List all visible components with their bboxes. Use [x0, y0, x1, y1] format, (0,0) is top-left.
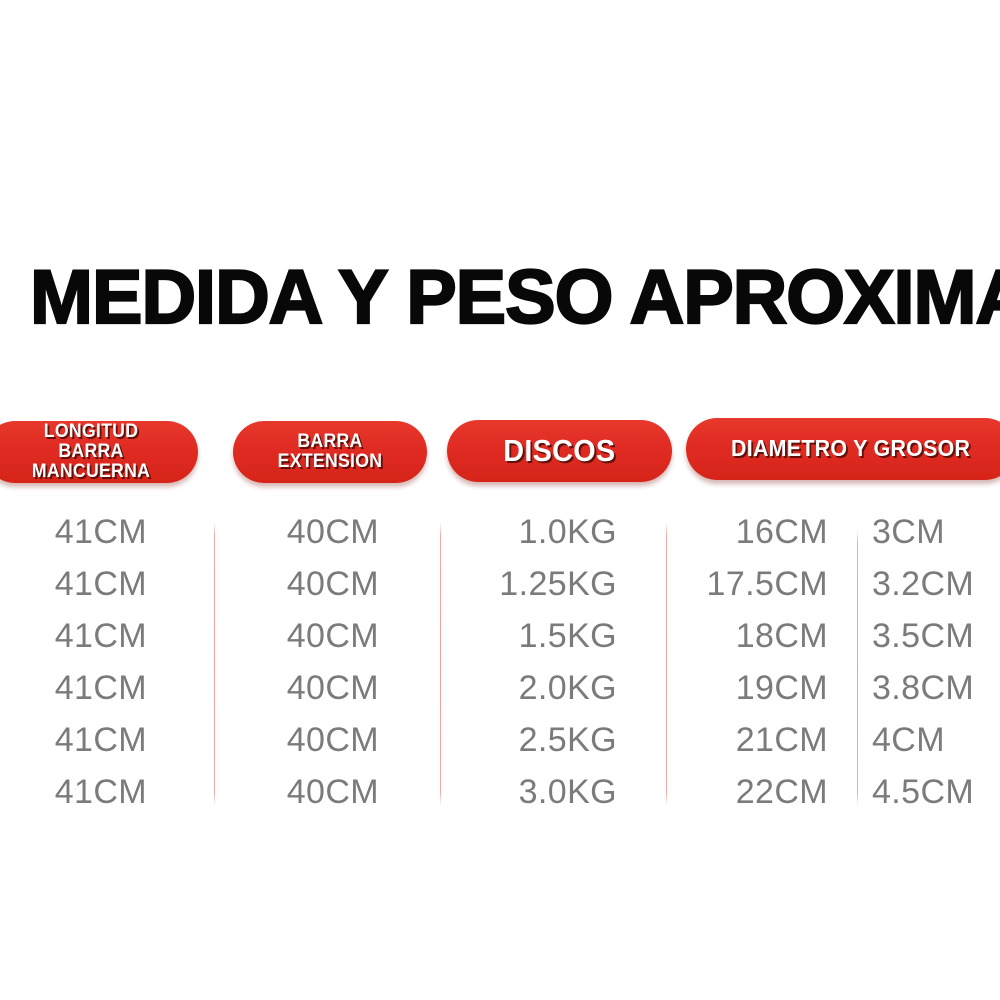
- table-cell: 41CM: [54, 565, 147, 603]
- table-cell: 41CM: [54, 617, 147, 655]
- table-cell: 41CM: [54, 513, 147, 551]
- table-cell: 3.5CM: [872, 617, 975, 655]
- table-cell: 40CM: [286, 773, 379, 811]
- table-cell: 1.25KG: [499, 565, 617, 603]
- table-cell: 40CM: [286, 669, 379, 707]
- table-cell: 1.0KG: [518, 513, 617, 551]
- column-divider: [440, 522, 442, 806]
- table-cell: 4CM: [872, 721, 945, 759]
- column-header-barra-extension: BARRA EXTENSION: [233, 421, 427, 483]
- column-header-discos-label: DISCOS: [503, 432, 616, 468]
- column-header-discos: DISCOS: [447, 420, 672, 482]
- column-grosor-values: 3CM 3.2CM 3.5CM 3.8CM 4CM 4.5CM: [872, 506, 1000, 818]
- table-cell: 19CM: [735, 669, 828, 707]
- table-cell: 2.5KG: [518, 721, 617, 759]
- table-cell: 41CM: [54, 773, 147, 811]
- table-cell: 40CM: [286, 565, 379, 603]
- column-diametro-values: 16CM 17.5CM 18CM 19CM 21CM 22CM: [660, 506, 828, 818]
- column-longitud-values: 41CM 41CM 41CM 41CM 41CM 41CM: [0, 506, 147, 818]
- table-cell: 40CM: [286, 721, 379, 759]
- table-cell: 3CM: [872, 513, 945, 551]
- table-cell: 2.0KG: [518, 669, 617, 707]
- table-cell: 41CM: [54, 721, 147, 759]
- table-cell: 3.0KG: [518, 773, 617, 811]
- table-cell: 40CM: [286, 617, 379, 655]
- column-discos-values: 1.0KG 1.25KG 1.5KG 2.0KG 2.5KG 3.0KG: [450, 506, 617, 818]
- table-cell: 41CM: [54, 669, 147, 707]
- spec-table: 41CM 41CM 41CM 41CM 41CM 41CM 40CM 40CM …: [0, 506, 1000, 826]
- column-header-longitud-barra-mancuerna: LONGITUD BARRA MANCUERNA: [0, 421, 198, 483]
- table-cell: 16CM: [735, 513, 828, 551]
- column-divider: [857, 530, 859, 806]
- column-divider: [666, 522, 668, 806]
- page-title: MEDIDA Y PESO APROXIMADO: [29, 255, 1000, 340]
- column-divider: [214, 522, 216, 806]
- table-cell: 4.5CM: [872, 773, 975, 811]
- table-cell: 3.8CM: [872, 669, 975, 707]
- table-cell: 18CM: [735, 617, 828, 655]
- table-cell: 3.2CM: [872, 565, 975, 603]
- table-cell: 22CM: [735, 773, 828, 811]
- column-extension-values: 40CM 40CM 40CM 40CM 40CM 40CM: [232, 506, 379, 818]
- column-header-diametro-y-grosor-label: DIAMETRO Y GROSOR: [731, 435, 971, 462]
- column-header-barra-extension-label: BARRA EXTENSION: [277, 431, 383, 472]
- table-cell: 21CM: [735, 721, 828, 759]
- table-cell: 17.5CM: [706, 565, 828, 603]
- column-header-diametro-y-grosor: DIAMETRO Y GROSOR: [686, 418, 1000, 480]
- table-cell: 40CM: [286, 513, 379, 551]
- column-header-row: LONGITUD BARRA MANCUERNA BARRA EXTENSION…: [0, 416, 1000, 488]
- table-cell: 1.5KG: [518, 617, 617, 655]
- column-header-longitud-label: LONGITUD BARRA MANCUERNA: [31, 421, 151, 482]
